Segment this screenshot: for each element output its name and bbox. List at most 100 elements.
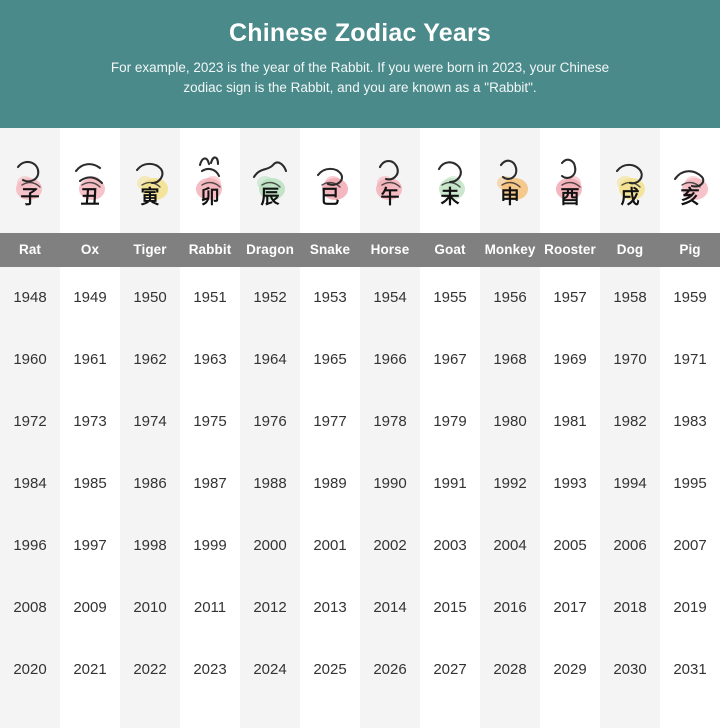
- year-cell: 1962: [120, 329, 180, 391]
- animal-brush-strokes: [560, 158, 581, 188]
- zodiac-character: 丑: [80, 186, 99, 208]
- year-cell: 2023: [180, 639, 240, 701]
- year-cell: 2003: [420, 515, 480, 577]
- table-row: 1948 1949 1950 1951 1952 1953 1954 1955 1956 1957…: [0, 267, 720, 329]
- rat-zodiac-icon: 子: [16, 161, 42, 208]
- year-cell: 1981: [540, 391, 600, 453]
- year-cell: 2026: [360, 639, 420, 701]
- year-cell: 1996: [0, 515, 60, 577]
- year-cell: 1973: [60, 391, 120, 453]
- column-spacer: [540, 128, 600, 137]
- zodiac-icon-cell-dog: 戌: [600, 137, 660, 233]
- year-cell: 1951: [180, 267, 240, 329]
- animal-brush-strokes: [378, 159, 401, 188]
- year-cell: 2022: [120, 639, 180, 701]
- column-spacer: [120, 701, 180, 728]
- rooster-zodiac-icon: 酉: [556, 158, 582, 208]
- year-cell: 1957: [540, 267, 600, 329]
- column-spacer: [480, 128, 540, 137]
- year-cell: 2015: [420, 577, 480, 639]
- year-cell: 1999: [180, 515, 240, 577]
- column-spacer: [300, 128, 360, 137]
- zodiac-icon-cell-tiger: 寅: [120, 137, 180, 233]
- year-cell: 1998: [120, 515, 180, 577]
- year-cell: 1959: [660, 267, 720, 329]
- year-cell: 1948: [0, 267, 60, 329]
- year-cell: 1994: [600, 453, 660, 515]
- year-cell: 1955: [420, 267, 480, 329]
- animal-brush-strokes: [198, 156, 221, 188]
- year-cell: 1986: [120, 453, 180, 515]
- year-cell: 2009: [60, 577, 120, 639]
- table-row: 1984 1985 1986 1987 1988 1989 1990 1991 1992 1993…: [0, 453, 720, 515]
- table-bottom-spacer: [0, 701, 720, 728]
- year-rows-container: 1948 1949 1950 1951 1952 1953 1954 1955 1956 1957…: [0, 267, 720, 701]
- year-cell: 2002: [360, 515, 420, 577]
- column-spacer: [60, 701, 120, 728]
- year-cell: 1971: [660, 329, 720, 391]
- column-spacer: [600, 701, 660, 728]
- zodiac-icon-cell-ox: 丑: [60, 137, 120, 233]
- year-cell: 1997: [60, 515, 120, 577]
- animal-brush-strokes: [316, 167, 343, 188]
- column-spacer: [660, 701, 720, 728]
- year-cell: 1989: [300, 453, 360, 515]
- table-row: 1972 1973 1974 1975 1976 1977 1978 1979 1980 1981…: [0, 391, 720, 453]
- column-spacer: [240, 701, 300, 728]
- zodiac-name-header-pig: Pig: [679, 242, 701, 257]
- year-cell: 2027: [420, 639, 480, 701]
- year-cell: 2000: [240, 515, 300, 577]
- zodiac-character: 亥: [680, 185, 699, 208]
- year-cell: 2018: [600, 577, 660, 639]
- year-cell: 2013: [300, 577, 360, 639]
- year-cell: 1966: [360, 329, 420, 391]
- column-spacer: [120, 128, 180, 137]
- animal-brush-strokes: [673, 170, 705, 188]
- table-row: 1996 1997 1998 1999 2000 2001 2002 2003 2004 2005…: [0, 515, 720, 577]
- zodiac-icon-cell-rabbit: 卯: [180, 137, 240, 233]
- rabbit-zodiac-icon: 卯: [196, 156, 222, 208]
- year-cell: 1995: [660, 453, 720, 515]
- year-cell: 2031: [660, 639, 720, 701]
- year-cell: 1992: [480, 453, 540, 515]
- zodiac-name-header-horse: Horse: [370, 242, 410, 257]
- zodiac-name-header-dragon: Dragon: [246, 242, 294, 257]
- year-cell: 1976: [240, 391, 300, 453]
- year-cell: 1974: [120, 391, 180, 453]
- snake-zodiac-icon: 巳: [316, 167, 348, 208]
- animal-brush-strokes: [437, 161, 462, 188]
- column-spacer: [0, 701, 60, 728]
- zodiac-character: 子: [20, 186, 39, 208]
- year-cell: 1978: [360, 391, 420, 453]
- column-spacer: [360, 128, 420, 137]
- column-spacer: [600, 128, 660, 137]
- animal-brush-strokes: [74, 163, 104, 188]
- zodiac-icon-cell-snake: 巳: [300, 137, 360, 233]
- year-cell: 2029: [540, 639, 600, 701]
- year-cell: 2001: [300, 515, 360, 577]
- column-spacer: [480, 701, 540, 728]
- zodiac-character: 巳: [320, 186, 339, 208]
- year-cell: 1991: [420, 453, 480, 515]
- year-cell: 1987: [180, 453, 240, 515]
- zodiac-name-header-snake: Snake: [309, 242, 351, 257]
- column-spacer: [420, 128, 480, 137]
- year-cell: 2030: [600, 639, 660, 701]
- dog-zodiac-icon: 戌: [615, 163, 645, 208]
- animal-brush-strokes: [135, 162, 164, 188]
- year-cell: 1949: [60, 267, 120, 329]
- pig-zodiac-icon: 亥: [673, 170, 708, 208]
- year-cell: 2024: [240, 639, 300, 701]
- page-subtitle: For example, 2023 is the year of the Rab…: [110, 60, 610, 95]
- zodiac-name-header-ox: Ox: [80, 242, 100, 257]
- column-spacer: [360, 701, 420, 728]
- monkey-zodiac-icon: 申: [497, 159, 528, 208]
- year-cell: 1960: [0, 329, 60, 391]
- zodiac-icon-cell-pig: 亥: [660, 137, 720, 233]
- animal-brush-strokes: [499, 159, 521, 188]
- zodiac-icon-cell-horse: 午: [360, 137, 420, 233]
- zodiac-character: 未: [439, 185, 459, 208]
- zodiac-character: 卯: [200, 186, 219, 208]
- year-cell: 2012: [240, 577, 300, 639]
- year-cell: 1967: [420, 329, 480, 391]
